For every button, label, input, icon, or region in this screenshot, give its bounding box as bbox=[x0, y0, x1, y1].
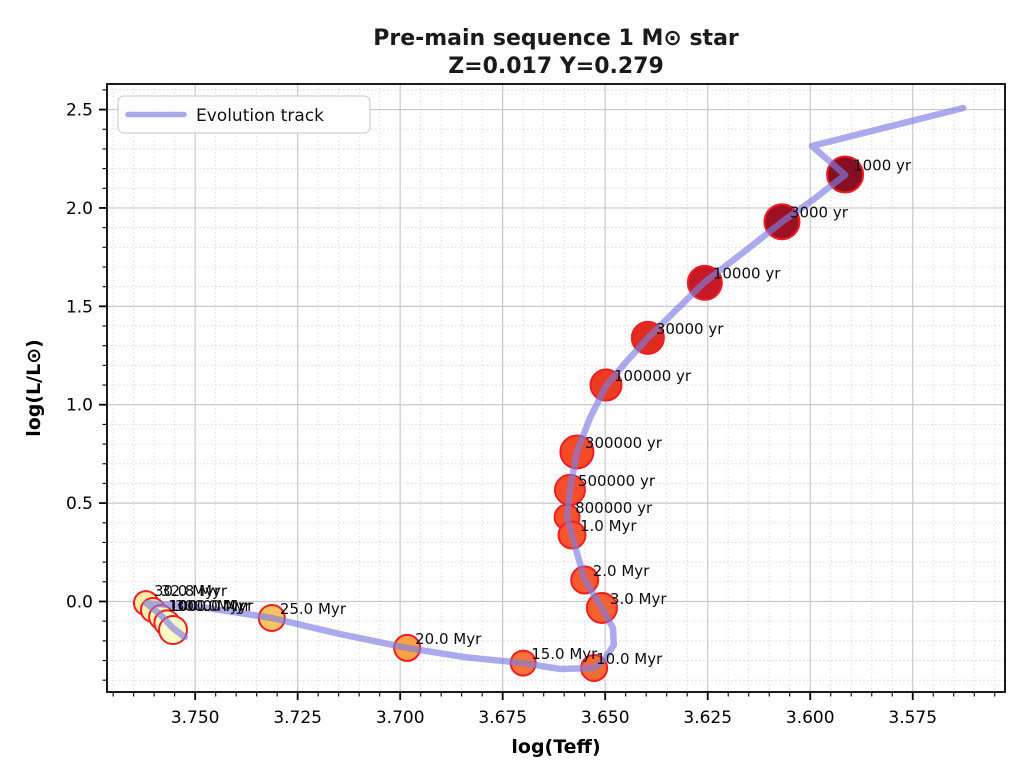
age-annotation: 3000 yr bbox=[790, 204, 849, 222]
age-annotations: 1000 yr 3000 yr 10000 yr 30000 yr 100000 yr 3… bbox=[154, 157, 912, 668]
age-annotation: 800000 yr bbox=[575, 499, 653, 517]
age-annotation: 30000 yr bbox=[656, 320, 724, 338]
y-tick-label: 1.5 bbox=[66, 297, 93, 317]
age-annotation: 500000 yr bbox=[578, 472, 656, 490]
age-annotation: 300000 yr bbox=[585, 434, 663, 452]
x-tick-label: 3.675 bbox=[478, 708, 527, 728]
y-tick-label: 2.5 bbox=[66, 101, 93, 121]
age-annotation: 1000.0 Myr bbox=[168, 597, 254, 615]
chart-title-line1: Pre-main sequence 1 M⊙ star bbox=[373, 26, 739, 51]
age-annotation: 30.0 Myr bbox=[154, 582, 221, 600]
evolution-track-line bbox=[142, 104, 967, 673]
x-tick-label: 3.700 bbox=[376, 708, 425, 728]
age-annotation: 300.0 Myr bbox=[175, 597, 252, 615]
legend: Evolution track bbox=[117, 95, 371, 134]
x-tick-label: 3.725 bbox=[273, 708, 322, 728]
axes-spines bbox=[106, 83, 1006, 693]
legend-box bbox=[117, 95, 371, 134]
chart-title-line2: Z=0.017 Y=0.279 bbox=[448, 54, 664, 79]
age-annotation: 20.0 Myr bbox=[415, 630, 482, 648]
age-annotation: 2.0 Myr bbox=[593, 562, 650, 580]
x-tick-label: 3.750 bbox=[171, 708, 220, 728]
x-axis-label: log(Teff) bbox=[511, 736, 600, 758]
axis-tick-labels: 3.750 3.725 3.700 3.675 3.650 3.625 3.600 3.575… bbox=[66, 101, 937, 728]
age-annotation: 1000 yr bbox=[853, 157, 912, 175]
age-annotation: 100.0 Myr bbox=[169, 597, 246, 615]
plot-border bbox=[106, 83, 1006, 693]
age-annotation: 1.0 Myr bbox=[580, 517, 637, 535]
x-tick-label: 3.575 bbox=[888, 708, 937, 728]
age-annotation: 32.8 Myr bbox=[161, 582, 228, 600]
x-tick-label: 3.625 bbox=[683, 708, 732, 728]
y-tick-label: 1.0 bbox=[66, 396, 93, 416]
legend-label: Evolution track bbox=[196, 106, 324, 126]
age-annotation: 100000 yr bbox=[614, 367, 692, 385]
y-tick-label: 2.0 bbox=[66, 199, 93, 219]
x-tick-label: 3.600 bbox=[786, 708, 835, 728]
grid-major bbox=[107, 84, 1005, 692]
age-annotation: 15.0 Myr bbox=[531, 645, 598, 663]
y-axis-label: log(L/L⊙) bbox=[23, 339, 45, 437]
age-annotation: 3.0 Myr bbox=[610, 590, 667, 608]
y-tick-label: 0.5 bbox=[66, 494, 93, 514]
x-tick-label: 3.650 bbox=[581, 708, 630, 728]
axis-ticks bbox=[99, 89, 996, 700]
age-annotation: 25.0 Myr bbox=[280, 600, 347, 618]
evolution-track bbox=[142, 104, 967, 673]
age-annotation: 10000 yr bbox=[713, 265, 781, 283]
age-annotation: 10.0 Myr bbox=[596, 650, 663, 668]
y-tick-label: 0.0 bbox=[66, 592, 93, 612]
